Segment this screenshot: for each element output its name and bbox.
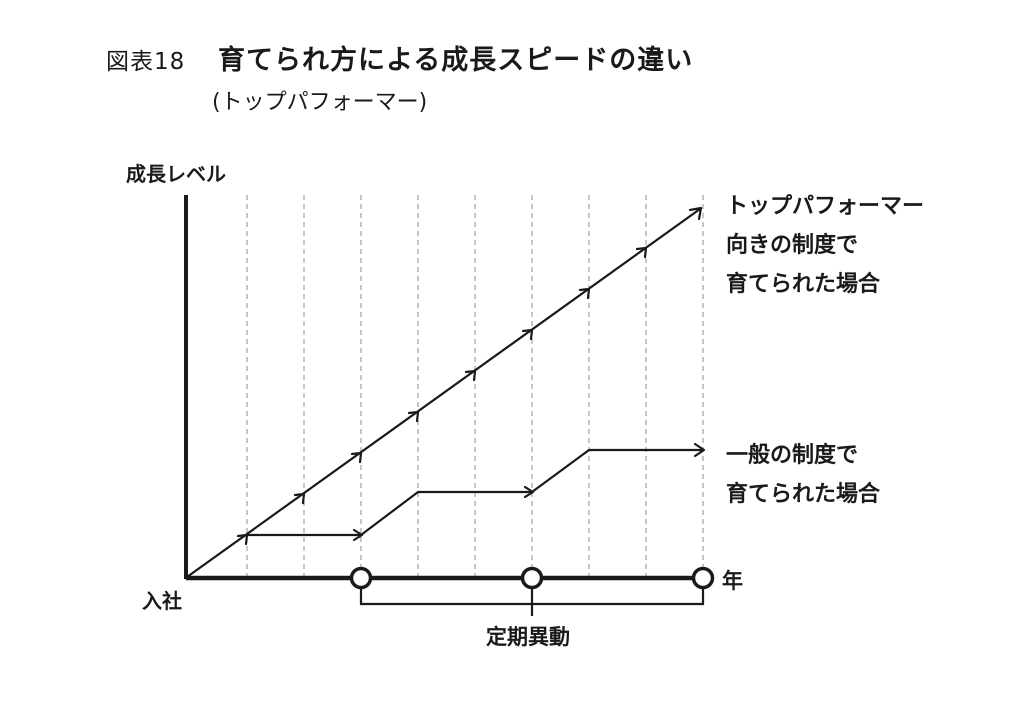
arrowhead <box>693 442 706 458</box>
x-axis-label: 年 <box>722 569 743 593</box>
annotation-line: 育てられた場合 <box>726 271 881 297</box>
annotation-line: トップパフォーマー <box>726 194 924 219</box>
top-line-annotation: トップパフォーマー 向きの制度で 育てられた場合 <box>726 194 924 297</box>
top-performer-line <box>185 206 703 579</box>
transfer-markers <box>349 566 715 590</box>
general-line-annotation: 一般の制度で 育てられた場合 <box>726 442 881 507</box>
y-axis-label: 成長レベル <box>126 162 226 186</box>
annotation-line: 育てられた場合 <box>726 481 881 507</box>
origin-label: 入社 <box>142 589 182 613</box>
annotation-line: 一般の制度で <box>726 442 858 468</box>
transfer-bracket <box>359 588 705 616</box>
arrowheads-general <box>352 442 706 542</box>
figure-label: 図表18 <box>106 49 186 75</box>
grid-lines <box>246 195 704 578</box>
transfer-marker <box>349 566 373 590</box>
figure-subtitle: (トップパフォーマー) <box>212 90 428 115</box>
arrowhead <box>407 410 420 423</box>
arrowheads-top <box>236 206 703 546</box>
general-line <box>245 442 706 542</box>
arrowhead <box>293 492 306 505</box>
arrowhead <box>464 369 477 382</box>
transfer-marker <box>691 566 715 590</box>
arrowhead <box>352 528 364 542</box>
figure-title: 育てられ方による成長スピードの違い <box>218 45 694 76</box>
arrowhead <box>521 328 534 341</box>
arrowhead <box>688 206 703 221</box>
arrowhead <box>523 485 535 499</box>
annotation-line: 向きの制度で <box>726 232 858 258</box>
transfer-marker <box>520 566 544 590</box>
bracket-label: 定期異動 <box>486 625 570 649</box>
arrowhead <box>350 451 363 464</box>
arrowhead <box>578 287 591 300</box>
arrowhead <box>635 246 648 259</box>
